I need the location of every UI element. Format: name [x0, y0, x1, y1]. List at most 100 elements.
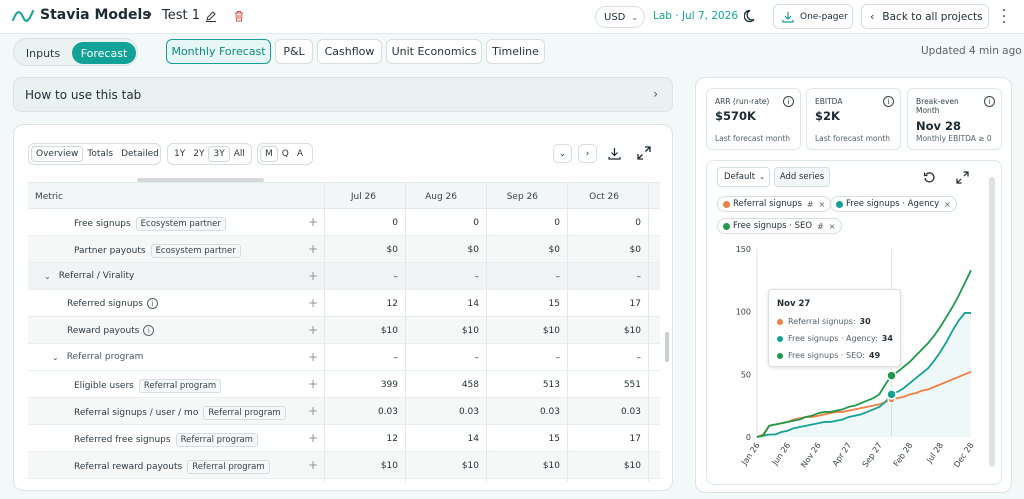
moon-icon[interactable]: [744, 9, 758, 23]
kpi-label: ARR (run-rate): [715, 97, 770, 106]
tooltip-value: 49: [869, 351, 881, 360]
info-icon[interactable]: i: [984, 96, 995, 107]
table-header: Metric Jul 26 Aug 26 Sep 26 Oct 26: [28, 182, 660, 209]
info-icon[interactable]: i: [143, 325, 155, 336]
table-cell: –: [636, 353, 642, 363]
view-totals[interactable]: Totals: [87, 149, 114, 159]
granularity-annual[interactable]: A: [296, 149, 304, 159]
table-row[interactable]: Eligible users Referral program + 399 458…: [28, 371, 660, 398]
table-row[interactable]: Free signups Ecosystem partner + 0 0 0 0: [28, 209, 660, 236]
table-cell: 0: [392, 218, 398, 228]
chevron-down-icon[interactable]: ⌄: [44, 271, 51, 281]
view-overview[interactable]: Overview: [31, 146, 84, 162]
plus-icon[interactable]: +: [308, 404, 319, 418]
y-tick-label: 150: [736, 245, 751, 254]
table-group-row[interactable]: ⌄ Referral / Virality + – – – –: [28, 263, 660, 290]
close-icon[interactable]: ×: [944, 199, 951, 209]
info-icon[interactable]: i: [883, 96, 894, 107]
plus-icon[interactable]: +: [308, 269, 319, 283]
table-cell: $10: [380, 461, 398, 471]
close-icon[interactable]: ×: [818, 199, 826, 209]
table-row[interactable]: Referral signups / user / mo Referral pro…: [28, 398, 660, 425]
series-chip[interactable]: Free signups · Agency ×: [830, 196, 957, 212]
panel-scrollbar[interactable]: [989, 177, 995, 467]
one-pager-button[interactable]: One-pager: [773, 4, 853, 29]
expand-icon[interactable]: [956, 171, 969, 184]
reset-icon[interactable]: [923, 171, 936, 184]
x-tick-label: Jan 26: [739, 441, 761, 468]
trash-icon[interactable]: [233, 10, 245, 22]
table-group-row[interactable]: ⌄ Referral program + – – – –: [28, 344, 660, 371]
range-3y[interactable]: 3Y: [208, 146, 230, 162]
tab-unit-economics[interactable]: Unit Economics: [386, 39, 482, 64]
table-cell: $10: [380, 326, 398, 336]
info-icon[interactable]: i: [783, 96, 794, 107]
download-icon: [782, 11, 794, 23]
line-chart[interactable]: 0 50 100 150 Jan 26 Jun 26 Nov 26 Apr 27 Sep 27 F…: [707, 241, 1003, 481]
tab-inputs[interactable]: Inputs: [25, 46, 61, 60]
lab-date-link[interactable]: Lab · Jul 7, 2026: [653, 10, 739, 22]
vertical-scroll-track: [663, 183, 671, 473]
table-cell: $10: [461, 326, 479, 336]
range-1y[interactable]: 1Y: [174, 149, 186, 159]
plus-icon[interactable]: +: [308, 296, 319, 310]
plus-icon[interactable]: +: [308, 350, 319, 364]
tab-pnl[interactable]: P&L: [275, 39, 313, 64]
granularity-month[interactable]: M: [260, 146, 278, 162]
table-cell: 12: [386, 299, 398, 309]
tab-forecast[interactable]: Forecast: [72, 42, 136, 64]
edit-icon[interactable]: [205, 10, 217, 22]
table-row[interactable]: Referred signups i + 12 14 15 17: [28, 290, 660, 317]
table-row[interactable]: Partner payouts Ecosystem partner + $0 $0…: [28, 236, 660, 263]
info-icon[interactable]: i: [146, 298, 158, 309]
how-to-banner[interactable]: How to use this tab ›: [13, 77, 673, 112]
tab-cashflow[interactable]: Cashflow: [317, 39, 382, 64]
plus-icon[interactable]: +: [308, 377, 319, 391]
view-detailed[interactable]: Detailed: [121, 149, 159, 159]
more-menu-icon[interactable]: · · ·: [1001, 3, 1007, 31]
chevron-down-icon[interactable]: ⌄: [52, 352, 59, 362]
series-chip[interactable]: Free signups · SEO # ×: [717, 218, 842, 234]
series-color-dot: [777, 335, 783, 342]
chevron-down-icon: ⌄: [759, 173, 765, 181]
source-tag: Referral program: [203, 406, 286, 420]
table-row[interactable]: Reward payouts i + $10 $10 $10 $10: [28, 317, 660, 344]
series-line: [756, 312, 971, 438]
series-chip[interactable]: Referral signups # ×: [717, 196, 832, 212]
add-series-button[interactable]: Add series: [774, 167, 830, 187]
forecast-table: Metric Jul 26 Aug 26 Sep 26 Oct 26 Free …: [28, 182, 660, 482]
chevron-right-button[interactable]: ›: [578, 144, 597, 163]
currency-select[interactable]: USD ⌄: [595, 6, 645, 28]
plus-icon[interactable]: +: [308, 431, 319, 445]
range-2y[interactable]: 2Y: [193, 149, 205, 159]
close-icon[interactable]: ×: [828, 221, 836, 231]
plus-icon[interactable]: +: [308, 215, 319, 229]
tooltip-label: Free signups · SEO:: [788, 351, 865, 360]
table-row[interactable]: Referred free signups Referral program + …: [28, 425, 660, 452]
plus-icon[interactable]: +: [308, 242, 319, 256]
chevron-down-button[interactable]: ⌄: [553, 144, 572, 163]
tab-monthly-forecast[interactable]: Monthly Forecast: [166, 39, 271, 64]
project-name: Test 1: [162, 8, 201, 23]
granularity-quarter[interactable]: Q: [281, 149, 289, 159]
updated-status: Updated 4 min ago: [921, 45, 1022, 57]
table-cell: $0: [386, 245, 398, 255]
plus-icon[interactable]: +: [308, 458, 319, 472]
horizontal-scrollbar[interactable]: [137, 178, 264, 182]
preset-select[interactable]: Default ⌄: [717, 167, 770, 187]
tab-timeline[interactable]: Timeline: [486, 39, 545, 64]
currency-value: USD: [604, 11, 626, 23]
back-to-projects-button[interactable]: ‹ Back to all projects: [861, 4, 989, 29]
range-toggle: 1Y 2Y 3Y All: [167, 143, 252, 165]
download-icon[interactable]: [605, 144, 623, 162]
table-cell: –: [555, 353, 561, 363]
table-cell: $10: [542, 326, 560, 336]
table-row[interactable]: Referral reward payouts Referral program …: [28, 452, 660, 479]
vertical-scrollbar[interactable]: [665, 332, 669, 362]
expand-icon[interactable]: [635, 144, 653, 162]
kpi-card-break-even: Break-even Month Nov 28 Monthly EBITDA ≥…: [907, 88, 1002, 150]
range-all[interactable]: All: [233, 149, 245, 159]
month-header: Sep 26: [506, 192, 538, 202]
plus-icon[interactable]: +: [308, 323, 319, 337]
hash-icon: #: [817, 221, 824, 231]
